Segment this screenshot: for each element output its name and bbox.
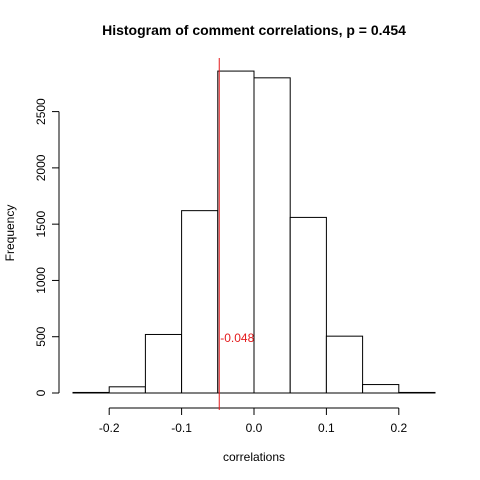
reference-line-label: -0.048 (220, 331, 254, 345)
y-axis-label: Frequency (3, 205, 17, 262)
y-tick-label-2: 1000 (34, 267, 48, 294)
histogram-bar-2 (144, 333, 183, 394)
histogram-bar-9 (398, 391, 436, 394)
histogram-bars (72, 70, 436, 394)
x-tick-label-3: 0.1 (318, 421, 335, 435)
chart-title: Histogram of comment correlations, p = 0… (102, 22, 406, 38)
reference-line-group: -0.048 (218, 58, 255, 410)
histogram-bar-8 (362, 384, 400, 394)
y-tick-label-0: 0 (34, 389, 48, 396)
x-axis-label: correlations (223, 450, 285, 464)
y-axis: 0 500 1000 1500 2000 2500 (34, 98, 60, 396)
histogram-bar-3 (181, 210, 219, 394)
y-tick-label-3: 1500 (34, 210, 48, 237)
x-tick-label-4: 0.2 (390, 421, 407, 435)
y-tick-label-5: 2500 (34, 98, 48, 125)
x-tick-label-0: -0.2 (99, 421, 120, 435)
histogram-bar-0 (72, 391, 110, 394)
x-tick-label-2: 0.0 (246, 421, 263, 435)
y-tick-label-1: 500 (34, 326, 48, 346)
y-tick-label-4: 2000 (34, 154, 48, 181)
histogram-bar-4 (217, 70, 255, 394)
histogram-bar-1 (108, 386, 146, 394)
histogram-bar-6 (289, 216, 327, 394)
histogram-bar-5 (253, 77, 291, 394)
histogram-bar-7 (325, 335, 364, 394)
x-axis: -0.2 -0.1 0.0 0.1 0.2 (99, 407, 407, 435)
x-tick-label-1: -0.1 (171, 421, 192, 435)
